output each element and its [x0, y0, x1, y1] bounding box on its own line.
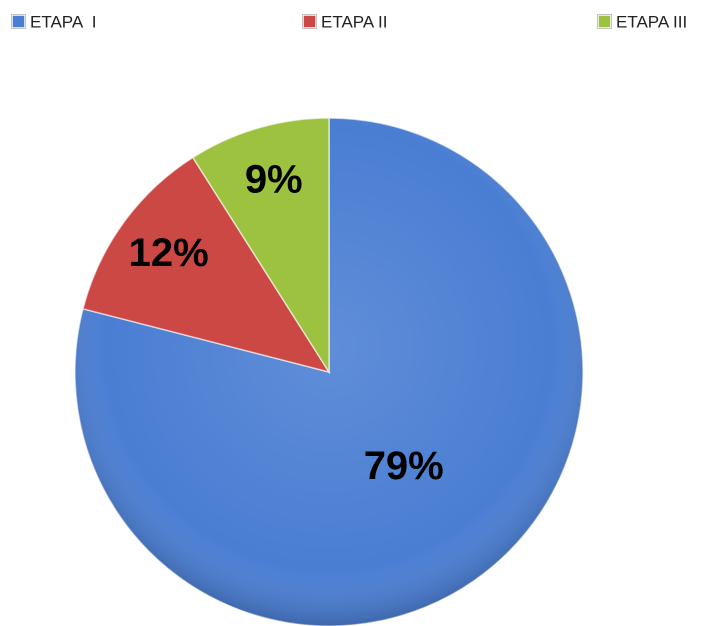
legend-swatch-border: [302, 14, 317, 29]
legend-swatch-border: [597, 14, 612, 29]
value-label: 79%: [364, 444, 444, 488]
value-label: 12%: [129, 231, 209, 275]
legend-swatch: [302, 14, 317, 29]
legend-swatch-border: [11, 14, 26, 29]
pie-slice: [82, 156, 331, 374]
legend-swatch: [11, 14, 26, 29]
pie-slice: [191, 117, 330, 375]
value-label: 9%: [245, 157, 303, 201]
legend-label: ETAPA II: [321, 12, 387, 31]
legend-label: ETAPA I: [30, 12, 96, 31]
legend-label: ETAPA III: [616, 12, 687, 31]
legend-swatch: [597, 14, 612, 29]
